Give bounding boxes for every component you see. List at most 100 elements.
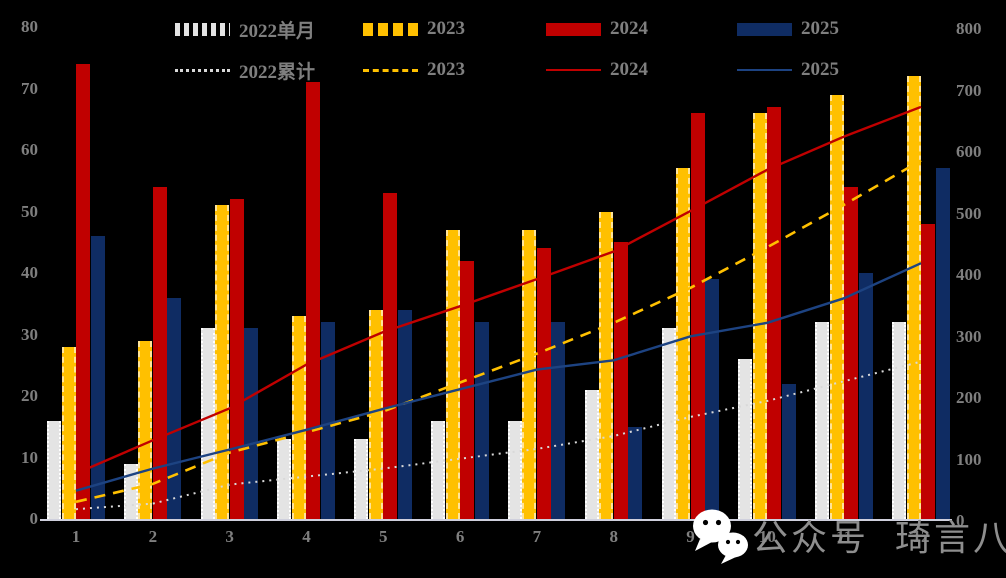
legend-item-bar-2025: 2025	[737, 18, 839, 39]
watermark-text-2: 琦言八语	[895, 518, 1006, 559]
bar-2024-month-10	[767, 106, 782, 519]
bar-2024-month-8	[613, 242, 628, 519]
x-axis-label-month-1: 1	[71, 527, 81, 546]
x-axis-label-month-2: 2	[148, 527, 158, 546]
right-axis-tick-700: 700	[956, 80, 982, 100]
bar-2024-month-11	[844, 186, 859, 519]
legend-item-line-2023: 2023	[363, 59, 465, 80]
legend-label: 2025	[801, 59, 839, 80]
bar-2024-month-12	[921, 223, 936, 519]
bar-2025-month-8	[628, 426, 643, 519]
bar-2023-month-6	[445, 229, 460, 519]
legend-line-swatch-icon	[737, 69, 792, 71]
bar-2023-month-9	[676, 168, 691, 519]
legend-label: 2024	[610, 59, 648, 80]
cumulative-line-2023	[75, 159, 922, 504]
legend-label: 2022累计	[239, 61, 316, 83]
right-axis-tick-300: 300	[956, 326, 982, 346]
legend-item-line-2025: 2025	[737, 59, 839, 80]
legend-swatch-icon	[546, 22, 601, 36]
x-axis-label-month-3: 3	[225, 527, 234, 546]
watermark-text-1: 公众号	[752, 518, 870, 559]
right-axis-tick-500: 500	[956, 203, 982, 223]
x-axis-label-month-8: 8	[609, 527, 618, 546]
legend-swatch-icon	[363, 22, 418, 36]
right-axis-tick-200: 200	[956, 388, 982, 407]
legend-item-bar-2022单月: 2022单月	[175, 19, 315, 42]
left-axis-tick-40: 40	[21, 263, 38, 282]
bar-2025-month-7	[551, 322, 566, 519]
bar-2022单月-month-3	[200, 328, 215, 519]
bar-2024-month-7	[536, 248, 551, 519]
legend-label: 2022单月	[239, 20, 316, 42]
legend-swatch-icon	[737, 22, 792, 36]
right-axis-tick-400: 400	[956, 265, 982, 284]
legend-item-line-2024: 2024	[546, 59, 648, 80]
left-axis-tick-0: 0	[29, 509, 39, 528]
legend-label: 2024	[610, 18, 648, 39]
left-axis-tick-70: 70	[21, 78, 38, 98]
x-axis-label-month-10: 10	[758, 527, 776, 546]
legend-line-swatch-icon	[363, 68, 418, 72]
bar-2023-month-7	[522, 229, 537, 519]
bar-2023-month-2	[138, 340, 153, 519]
bar-2022单月-month-9	[661, 328, 676, 519]
watermark: 公众号 琦言八语	[690, 504, 1006, 566]
right-axis-tick-800: 800	[956, 19, 982, 38]
bar-2023-month-8	[599, 211, 614, 519]
bar-2024-month-9	[690, 113, 705, 519]
bar-2024-month-1	[76, 63, 90, 519]
x-axis-line	[40, 519, 952, 521]
bar-2023-month-12	[906, 76, 921, 519]
left-axis-tick-20: 20	[21, 386, 38, 405]
bar-2025-month-3	[244, 328, 259, 519]
bar-2025-month-4	[320, 322, 335, 519]
legend-label: 2023	[427, 59, 465, 80]
legend-label: 2023	[427, 18, 465, 39]
bar-2023-month-1	[61, 346, 76, 519]
x-axis-label-month-11: 11	[836, 527, 853, 546]
legend-swatch-icon	[175, 22, 230, 36]
legend-item-line-2022累计: 2022累计	[175, 60, 315, 83]
left-axis-tick-50: 50	[21, 201, 38, 221]
bar-2023-month-11	[829, 94, 844, 519]
bar-2023-month-3	[215, 205, 230, 519]
bar-2022单月-month-6	[431, 420, 446, 519]
bar-2024-month-5	[383, 193, 398, 519]
bar-2025-month-9	[705, 279, 720, 519]
x-axis-label-month-12: 12	[912, 527, 930, 546]
left-axis-tick-10: 10	[21, 447, 38, 467]
legend-item-bar-2023: 2023	[363, 18, 465, 39]
right-axis-tick-100: 100	[956, 449, 982, 469]
bar-2025-month-5	[397, 309, 412, 519]
legend-line-swatch-icon	[175, 68, 230, 72]
bar-2025-month-1	[90, 236, 105, 519]
x-axis-label-month-6: 6	[455, 527, 465, 546]
right-axis-tick-600: 600	[956, 142, 982, 161]
bar-2022单月-month-5	[354, 439, 369, 519]
right-axis-tick-0: 0	[956, 511, 965, 530]
x-axis-label-month-9: 9	[686, 527, 695, 546]
bar-2024-month-3	[229, 199, 244, 519]
x-axis-label-month-5: 5	[379, 527, 388, 546]
bar-2025-month-11	[858, 273, 873, 519]
wechat-icon	[693, 509, 748, 564]
bar-2022单月-month-7	[507, 420, 522, 519]
bar-2024-month-4	[306, 82, 321, 519]
bar-2023-month-10	[752, 113, 767, 519]
legend-item-bar-2024: 2024	[546, 18, 648, 39]
bar-2022单月-month-2	[123, 463, 138, 519]
left-axis-tick-30: 30	[21, 324, 38, 344]
cumulative-line-2022累计	[75, 360, 922, 511]
bar-2022单月-month-8	[584, 389, 599, 519]
bar-2024-month-6	[460, 260, 475, 519]
legend-label: 2025	[801, 18, 839, 39]
x-axis-label-month-7: 7	[532, 527, 542, 546]
legend-line-swatch-icon	[546, 69, 601, 71]
bar-2025-month-10	[781, 383, 796, 519]
bar-2022单月-month-10	[738, 359, 753, 519]
bar-2022单月-month-1	[47, 420, 61, 519]
bar-2025-month-6	[474, 322, 489, 519]
